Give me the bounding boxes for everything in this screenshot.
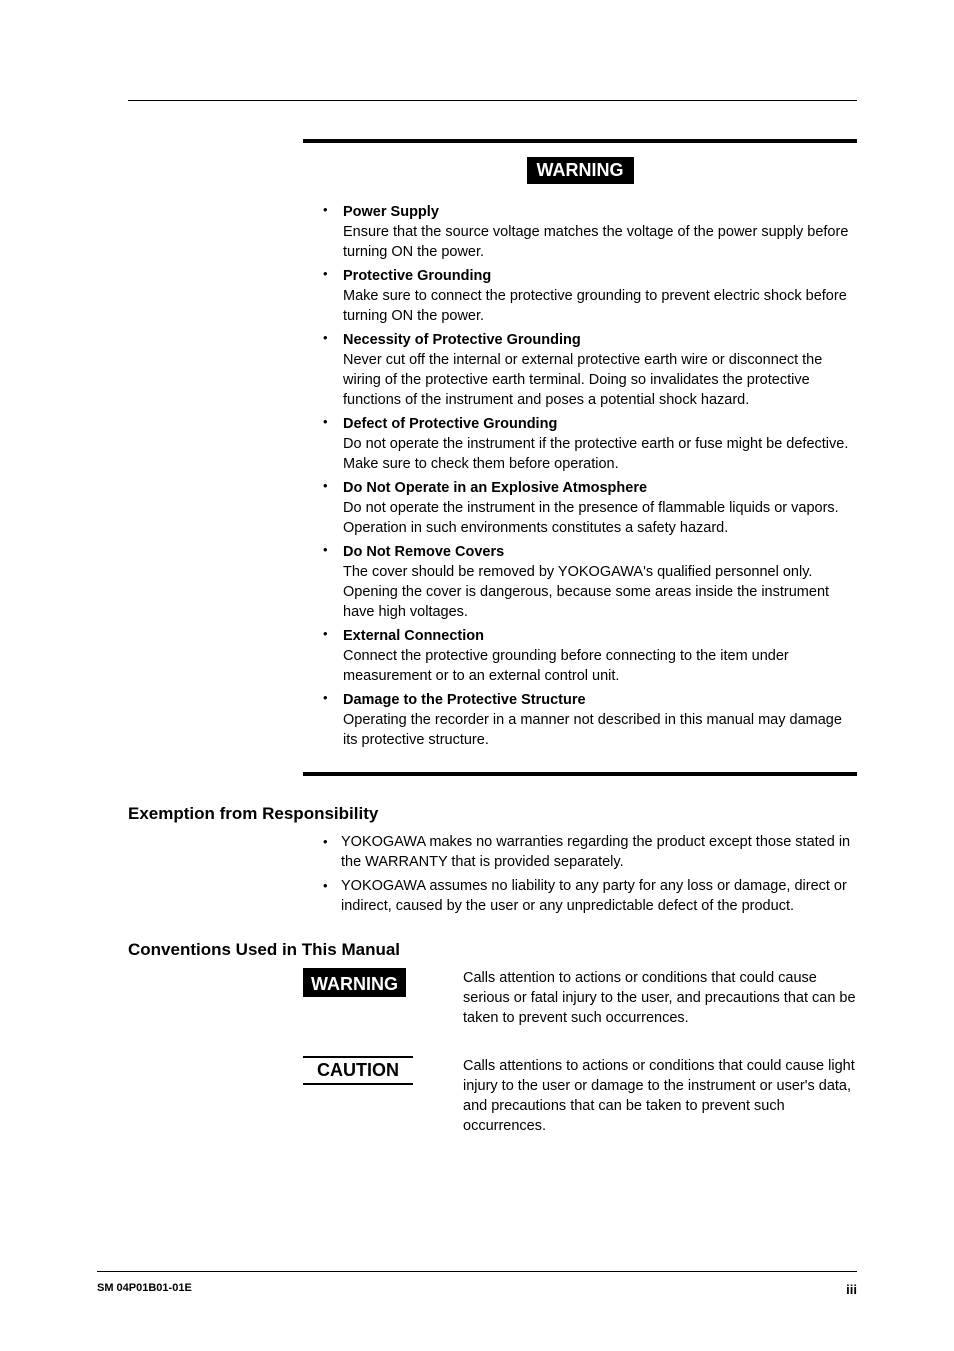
warning-title: Power Supply: [343, 202, 857, 222]
warning-item: Protective Grounding Make sure to connec…: [323, 266, 857, 326]
convention-row: WARNING Calls attention to actions or co…: [303, 968, 857, 1028]
convention-caution-badge: CAUTION: [303, 1056, 413, 1085]
top-rule: [128, 100, 857, 101]
convention-desc: Calls attentions to actions or condition…: [463, 1056, 857, 1136]
conventions-section: Conventions Used in This Manual WARNING …: [128, 940, 857, 1136]
exemption-list: YOKOGAWA makes no warranties regarding t…: [323, 832, 857, 916]
convention-label-wrap: WARNING: [303, 968, 463, 997]
warning-item: Damage to the Protective Structure Opera…: [323, 690, 857, 750]
footer-doc-id: SM 04P01B01-01E: [97, 1282, 192, 1297]
warning-title: Protective Grounding: [343, 266, 857, 286]
exemption-item: YOKOGAWA assumes no liability to any par…: [323, 876, 857, 916]
footer-page-number: iii: [846, 1282, 857, 1297]
exemption-item: YOKOGAWA makes no warranties regarding t…: [323, 832, 857, 872]
warning-title: Do Not Remove Covers: [343, 542, 857, 562]
warning-body: Make sure to connect the protective grou…: [343, 286, 857, 326]
warning-body: Connect the protective grounding before …: [343, 646, 857, 686]
warning-item: Necessity of Protective Grounding Never …: [323, 330, 857, 410]
warning-body: Do not operate the instrument in the pre…: [343, 498, 857, 538]
convention-warning-outer: WARNING: [303, 968, 406, 997]
warning-title: Damage to the Protective Structure: [343, 690, 857, 710]
warning-body: Ensure that the source voltage matches t…: [343, 222, 857, 262]
warning-item: External Connection Connect the protecti…: [323, 626, 857, 686]
warning-item: Defect of Protective Grounding Do not op…: [323, 414, 857, 474]
warning-box: WARNING Power Supply Ensure that the sou…: [303, 139, 857, 776]
warning-header: WARNING: [303, 157, 857, 184]
convention-warning-badge: WARNING: [303, 970, 406, 997]
warning-title: Necessity of Protective Grounding: [343, 330, 857, 350]
footer: SM 04P01B01-01E iii: [97, 1271, 857, 1297]
warning-title: Do Not Operate in an Explosive Atmospher…: [343, 478, 857, 498]
warning-item: Do Not Remove Covers The cover should be…: [323, 542, 857, 622]
convention-label-wrap: CAUTION: [303, 1056, 463, 1085]
warning-title: External Connection: [343, 626, 857, 646]
warning-badge: WARNING: [527, 157, 634, 184]
convention-row: CAUTION Calls attentions to actions or c…: [303, 1056, 857, 1136]
conventions-heading: Conventions Used in This Manual: [128, 940, 857, 960]
warning-item: Do Not Operate in an Explosive Atmospher…: [323, 478, 857, 538]
warning-title: Defect of Protective Grounding: [343, 414, 857, 434]
page: WARNING Power Supply Ensure that the sou…: [0, 0, 954, 1351]
warning-body: Operating the recorder in a manner not d…: [343, 710, 857, 750]
warning-body: Never cut off the internal or external p…: [343, 350, 857, 410]
warning-body: Do not operate the instrument if the pro…: [343, 434, 857, 474]
warning-item: Power Supply Ensure that the source volt…: [323, 202, 857, 262]
convention-desc: Calls attention to actions or conditions…: [463, 968, 857, 1028]
warning-list: Power Supply Ensure that the source volt…: [303, 202, 857, 750]
warning-body: The cover should be removed by YOKOGAWA'…: [343, 562, 857, 622]
exemption-heading: Exemption from Responsibility: [128, 804, 857, 824]
